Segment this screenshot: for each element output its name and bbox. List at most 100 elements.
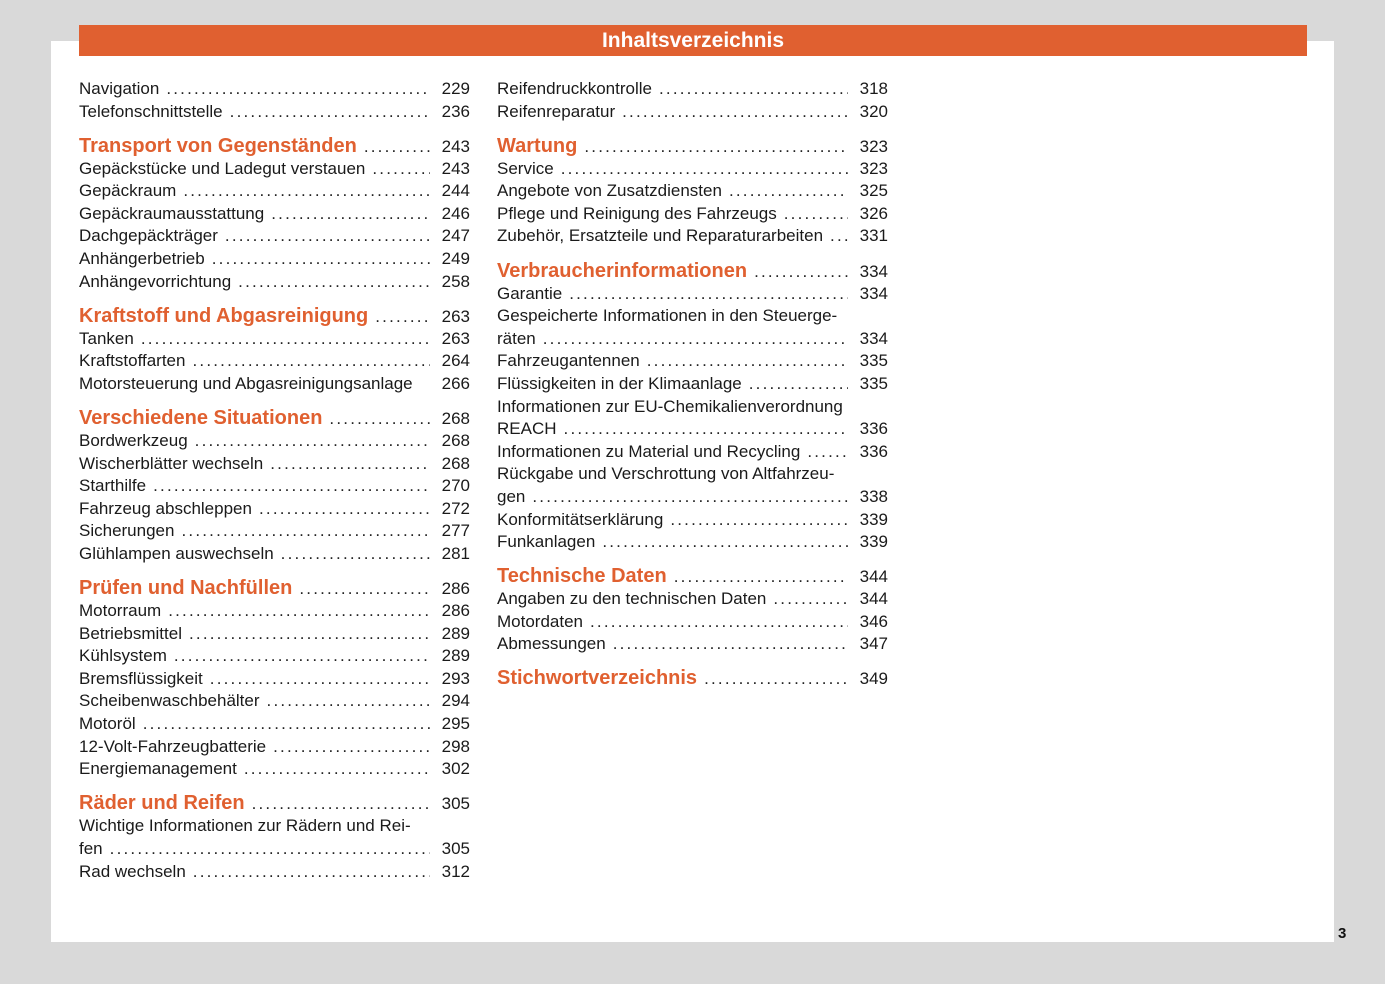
toc-section-heading[interactable]: Transport von Gegenständen 243 (79, 134, 470, 158)
entry-text: Angaben zu den technischen Daten (497, 589, 767, 609)
entry-text: Funkanlagen (497, 532, 596, 552)
entry-text: Kraftstoffarten (79, 351, 186, 371)
toc-entry[interactable]: gen 338 (497, 486, 888, 509)
dot-leader (174, 645, 430, 668)
toc-entry[interactable]: Bordwerkzeug 268 (79, 430, 470, 453)
toc-entry[interactable]: Zubehör, Ersatzteile und Reparaturarbeit… (497, 225, 888, 248)
toc-entry[interactable]: Tanken 263 (79, 328, 470, 351)
toc-entry[interactable]: Abmessungen 347 (497, 633, 888, 656)
toc-entry[interactable]: Motorsteuerung und Abgasreinigungsanlage… (79, 373, 470, 396)
page-ref: 323 (859, 158, 888, 178)
entry-text: Zubehör, Ersatzteile und Reparaturarbeit… (497, 226, 824, 246)
toc-entry[interactable]: Flüssigkeiten in der Klimaanlage 335 (497, 373, 888, 396)
page-ref: 298 (441, 736, 470, 756)
toc-entry[interactable]: Rad wechseln 312 (79, 861, 470, 884)
toc-section-heading[interactable]: Prüfen und Nachfüllen 286 (79, 576, 470, 600)
toc-entry[interactable]: Reifendruckkontrolle 318 (497, 78, 888, 101)
toc-entry[interactable]: Angaben zu den technischen Daten 344 (497, 588, 888, 611)
toc-entry[interactable]: 12-Volt-Fahrzeugbatterie 298 (79, 736, 470, 759)
toc-entry[interactable]: Glühlampen auswechseln 281 (79, 543, 470, 566)
page-ref: 305 (441, 838, 470, 858)
toc-entry-first-line: Wichtige Informationen zur Rädern und Re… (79, 815, 470, 838)
entry-text: Dachgepäckträger (79, 226, 218, 246)
page-ref: 268 (441, 453, 470, 473)
toc-entry[interactable]: Telefonschnittstelle 236 (79, 101, 470, 124)
toc-entry[interactable]: Garantie 334 (497, 283, 888, 306)
toc-entry[interactable]: Sicherungen 277 (79, 520, 470, 543)
toc-entry[interactable]: Funkanlagen 339 (497, 531, 888, 554)
entry-text: Prüfen und Nachfüllen (79, 577, 293, 600)
toc-section-heading[interactable]: Verschiedene Situationen 268 (79, 406, 470, 430)
toc-section-heading[interactable]: Kraftstoff und Abgasreinigung 263 (79, 304, 470, 328)
entry-text: Informationen zur EU-Chemikalienverordnu… (497, 396, 843, 416)
toc-entry[interactable]: Pflege und Reinigung des Fahrzeugs 326 (497, 203, 888, 226)
toc-entry-first-line: Rückgabe und Verschrottung von Altfahrze… (497, 463, 888, 486)
toc-entry[interactable]: Fahrzeugantennen 335 (497, 350, 888, 373)
entry-text: Glühlampen auswechseln (79, 544, 274, 563)
toc-entry[interactable]: Betriebsmittel 289 (79, 623, 470, 646)
toc-section-heading[interactable]: Räder und Reifen 305 (79, 791, 470, 815)
toc-entry[interactable]: Fahrzeug abschleppen 272 (79, 498, 470, 521)
entry-text: Sicherungen (79, 521, 175, 541)
toc-entry[interactable]: Wischerblätter wechseln 268 (79, 453, 470, 476)
toc-entry[interactable]: Starthilfe 270 (79, 475, 470, 498)
entry-text: Stichwortverzeichnis (497, 667, 698, 690)
entry-text: Pflege und Reinigung des Fahrzeugs (497, 203, 777, 223)
dot-leader (749, 373, 848, 396)
page-ref: 334 (859, 283, 888, 303)
entry-text: Wischerblätter wechseln (79, 453, 264, 473)
toc-entry[interactable]: Reifenreparatur 320 (497, 101, 888, 124)
page-ref: 286 (441, 579, 470, 599)
toc-entry[interactable]: räten 334 (497, 328, 888, 351)
dot-leader (602, 531, 848, 554)
page-ref: 344 (859, 589, 888, 609)
entry-text: Betriebsmittel (79, 623, 182, 643)
toc-entry[interactable]: REACH 336 (497, 418, 888, 441)
toc-section-heading[interactable]: Wartung 323 (497, 134, 888, 158)
toc-entry[interactable]: Motorraum 286 (79, 600, 470, 623)
page-ref: 264 (441, 351, 470, 371)
toc-entry[interactable]: Motoröl 295 (79, 713, 470, 736)
toc-entry[interactable]: Konformitätserklärung 339 (497, 509, 888, 532)
toc-entry[interactable]: Angebote von Zusatzdiensten 325 (497, 180, 888, 203)
toc-entry[interactable]: Anhängevorrichtung 258 (79, 271, 470, 294)
toc-entry[interactable]: Dachgepäckträger 247 (79, 225, 470, 248)
toc-entry[interactable]: Bremsflüssigkeit 293 (79, 668, 470, 691)
toc-section-heading[interactable]: Verbraucherinformationen 334 (497, 259, 888, 283)
entry-text: Angebote von Zusatzdiensten (497, 181, 722, 201)
page-ref: 302 (441, 759, 470, 779)
toc-entry[interactable]: Kraftstoffarten 264 (79, 350, 470, 373)
dot-leader (670, 509, 848, 532)
page-ref: 334 (859, 261, 888, 281)
dot-leader (259, 498, 430, 521)
toc-entry[interactable]: Energiemanagement 302 (79, 758, 470, 781)
entry-text: Rückgabe und Verschrottung von Altfahrze… (497, 464, 835, 484)
toc-section-heading[interactable]: Stichwortverzeichnis 349 (497, 666, 888, 690)
toc-entry[interactable]: Service 323 (497, 158, 888, 181)
toc-entry[interactable]: Navigation 229 (79, 78, 470, 101)
entry-text: Starthilfe (79, 476, 147, 496)
toc-section-heading[interactable]: Technische Daten 344 (497, 564, 888, 588)
toc-entry[interactable]: fen 305 (79, 838, 470, 861)
toc-entry[interactable]: Anhängerbetrieb 249 (79, 248, 470, 271)
toc-column-left: Navigation 229 Telefonschnittstelle 236 Tran… (79, 78, 470, 883)
page-ref: 294 (441, 691, 470, 711)
toc-entry[interactable]: Motordaten 346 (497, 611, 888, 634)
dot-leader (168, 600, 430, 623)
entry-text: Gespeicherte Informationen in den Steuer… (497, 306, 838, 326)
toc-entry[interactable]: Scheibenwaschbehälter 294 (79, 690, 470, 713)
page-ref: 312 (441, 861, 470, 881)
toc-entry[interactable]: Gepäckstücke und Ladegut verstauen 243 (79, 158, 470, 181)
page-ref: 344 (859, 567, 888, 587)
entry-text: Rad wechseln (79, 861, 186, 881)
toc-entry[interactable]: Gepäckraumausstattung 246 (79, 203, 470, 226)
toc-entry[interactable]: Kühlsystem 289 (79, 645, 470, 668)
page-ref: 244 (441, 181, 470, 201)
dot-leader (143, 713, 430, 736)
toc-entry[interactable]: Informationen zu Material und Recycling 3… (497, 441, 888, 464)
dot-leader (613, 633, 848, 656)
toc-entry-first-line: Gespeicherte Informationen in den Steuer… (497, 305, 888, 328)
toc-entry[interactable]: Gepäckraum 244 (79, 180, 470, 203)
entry-text: Fahrzeug abschleppen (79, 498, 252, 518)
entry-text: fen (79, 838, 103, 858)
